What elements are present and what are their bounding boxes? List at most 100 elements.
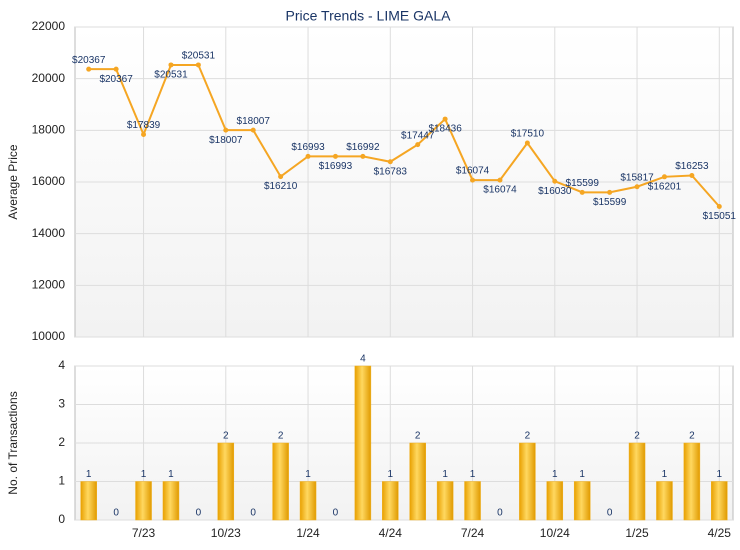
data-label: $15599 xyxy=(566,178,600,189)
data-label: $20531 xyxy=(154,70,188,81)
data-label: 0 xyxy=(113,508,119,519)
y-tick-label: 0 xyxy=(58,512,65,526)
data-label: $16030 xyxy=(538,186,572,197)
point xyxy=(470,177,476,183)
x-tick-label: 4/24 xyxy=(379,526,403,540)
data-label: 1 xyxy=(168,469,174,480)
data-label: 2 xyxy=(278,431,284,442)
data-label: $16992 xyxy=(346,142,380,153)
x-tick-label: 7/23 xyxy=(132,526,156,540)
point xyxy=(360,153,366,159)
x-tick-label: 7/24 xyxy=(461,526,485,540)
bar xyxy=(656,481,673,521)
point xyxy=(387,159,393,165)
bar xyxy=(711,481,728,521)
point xyxy=(442,116,448,122)
point xyxy=(552,178,558,184)
bar xyxy=(436,481,454,521)
data-label: $18007 xyxy=(237,116,271,127)
point xyxy=(195,62,201,68)
y-tick-label: 4 xyxy=(58,358,65,372)
point xyxy=(579,189,585,195)
data-label: $16993 xyxy=(319,161,353,172)
data-label: 0 xyxy=(497,508,503,519)
bar xyxy=(80,481,97,521)
chart-title: Price Trends - LIME GALA xyxy=(286,8,452,24)
x-tick-label: 1/24 xyxy=(296,526,320,540)
y-tick-label: 18000 xyxy=(32,123,66,137)
y-tick-label: 3 xyxy=(58,397,65,411)
point xyxy=(634,184,640,190)
y-tick-label: 22000 xyxy=(32,19,66,33)
data-label: $18436 xyxy=(428,124,462,135)
data-label: 1 xyxy=(579,469,585,480)
data-label: 0 xyxy=(333,508,339,519)
bar xyxy=(162,481,180,521)
data-label: 2 xyxy=(634,431,640,442)
point xyxy=(305,153,311,159)
point xyxy=(168,62,174,68)
y-tick-label: 14000 xyxy=(32,226,66,240)
data-label: $20531 xyxy=(182,51,216,62)
data-label: 1 xyxy=(86,469,92,480)
data-label: 1 xyxy=(305,469,311,480)
data-label: $15817 xyxy=(620,172,654,183)
point xyxy=(332,153,338,159)
bar xyxy=(217,442,235,521)
data-label: 1 xyxy=(470,469,476,480)
bar xyxy=(573,481,591,521)
data-label: 4 xyxy=(360,354,366,365)
bar xyxy=(135,481,152,521)
point xyxy=(607,189,613,195)
y-tick-label: 2 xyxy=(58,435,65,449)
data-label: $16201 xyxy=(648,181,682,192)
data-label: 2 xyxy=(223,431,229,442)
bar xyxy=(519,442,536,521)
data-label: 2 xyxy=(525,431,531,442)
data-label: 1 xyxy=(388,469,394,480)
data-label: $17510 xyxy=(511,129,545,140)
bar xyxy=(354,365,372,521)
x-tick-label: 4/25 xyxy=(708,526,732,540)
point xyxy=(497,177,503,183)
data-label: 0 xyxy=(607,508,613,519)
point xyxy=(141,131,147,137)
y-tick-label: 10000 xyxy=(32,329,66,343)
data-label: 2 xyxy=(415,431,421,442)
bar xyxy=(464,481,481,521)
y-axis-label: No. of Transactions xyxy=(6,391,20,494)
bar xyxy=(628,442,646,521)
data-label: $20367 xyxy=(99,74,133,85)
bar xyxy=(382,481,399,521)
point xyxy=(524,140,530,146)
data-label: $16210 xyxy=(264,181,298,192)
data-label: $15599 xyxy=(593,197,627,208)
data-label: $15051 xyxy=(703,211,737,222)
y-axis-label: Average Price xyxy=(6,144,20,219)
data-label: $20367 xyxy=(72,55,106,66)
data-label: $17839 xyxy=(127,120,161,131)
y-tick-label: 16000 xyxy=(32,174,66,188)
point xyxy=(716,204,722,210)
point xyxy=(86,66,92,72)
point xyxy=(113,66,119,72)
point xyxy=(689,172,695,178)
bar xyxy=(272,442,289,521)
point xyxy=(223,127,229,133)
bar xyxy=(683,442,701,521)
data-label: 2 xyxy=(689,431,695,442)
point xyxy=(661,174,667,180)
point xyxy=(250,127,256,133)
data-label: 1 xyxy=(662,469,668,480)
point xyxy=(278,174,284,180)
data-label: $17447 xyxy=(401,130,435,141)
line xyxy=(88,63,721,208)
bar xyxy=(546,481,564,521)
x-tick-label: 1/25 xyxy=(625,526,649,540)
x-tick-label: 10/23 xyxy=(211,526,241,540)
bar xyxy=(299,481,317,521)
data-label: $16253 xyxy=(675,161,709,172)
data-label: $16074 xyxy=(483,185,517,196)
data-label: $16783 xyxy=(374,166,408,177)
data-label: 1 xyxy=(442,469,448,480)
